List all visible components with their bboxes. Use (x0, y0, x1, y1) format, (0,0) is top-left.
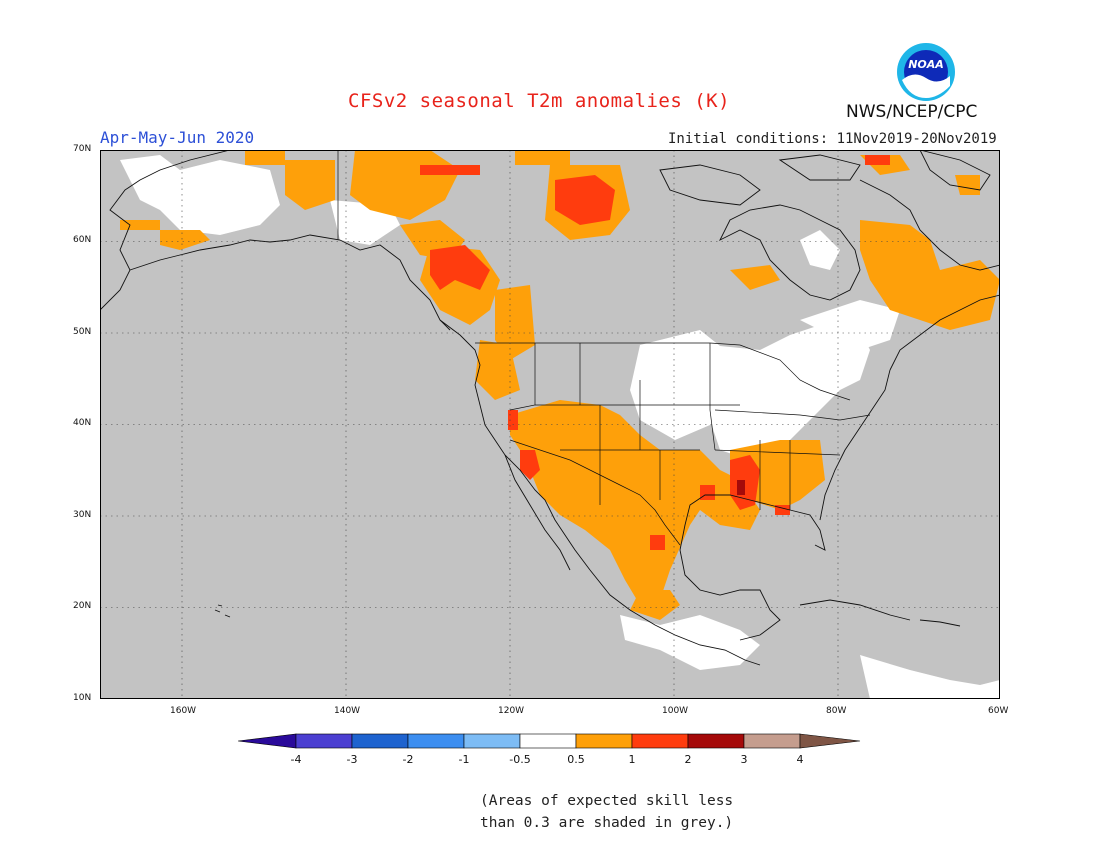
lon-label-80w: 80W (826, 706, 847, 716)
legend-tick-neg05: -0.5 (509, 753, 530, 766)
agency-label: NWS/NCEP/CPC (846, 102, 978, 122)
legend-tick-neg4: -4 (291, 753, 302, 766)
initial-conditions: Initial conditions: 11Nov2019-20Nov2019 (668, 131, 997, 147)
lat-label-10n: 10N (73, 693, 92, 703)
lon-label-100w: 100W (662, 706, 689, 716)
color-legend: -4 -3 -2 -1 -0.5 0.5 1 2 3 4 (238, 733, 861, 766)
logo-text: NOAA (908, 58, 944, 71)
legend-tick-neg1: -1 (459, 753, 470, 766)
map-frame (100, 150, 1000, 699)
legend-tick-4: 4 (797, 753, 804, 766)
lat-label-40n: 40N (73, 418, 92, 428)
lon-label-120w: 120W (498, 706, 525, 716)
legend-tick-05: 0.5 (567, 753, 585, 766)
legend-tick-neg2: -2 (403, 753, 414, 766)
warm-anomaly-1-2 (420, 155, 890, 550)
coastlines (100, 150, 1000, 666)
skill-footnote: (Areas of expected skill less than 0.3 a… (480, 790, 733, 834)
noaa-logo: NOAA (897, 43, 955, 101)
lat-label-70n: 70N (73, 144, 92, 154)
lat-label-30n: 30N (73, 510, 92, 520)
lat-label-50n: 50N (73, 327, 92, 337)
neutral-areas (120, 155, 1000, 699)
anomaly-map (100, 150, 1000, 699)
lon-label-160w: 160W (170, 706, 197, 716)
legend-tick-3: 3 (741, 753, 748, 766)
warm-anomaly-2-3 (737, 480, 745, 495)
footnote-line-1: (Areas of expected skill less (480, 793, 734, 809)
political-borders (337, 150, 871, 546)
forecast-period: Apr-May-Jun 2020 (100, 128, 255, 147)
legend-tick-1: 1 (629, 753, 636, 766)
lon-label-60w: 60W (988, 706, 1009, 716)
gridlines (100, 150, 1000, 699)
lat-label-60n: 60N (73, 235, 92, 245)
lon-label-140w: 140W (334, 706, 361, 716)
legend-tick-neg3: -3 (347, 753, 358, 766)
footnote-line-2: than 0.3 are shaded in grey.) (480, 815, 734, 831)
map-title: CFSv2 seasonal T2m anomalies (K) (348, 90, 731, 112)
lat-label-20n: 20N (73, 601, 92, 611)
legend-tick-2: 2 (685, 753, 692, 766)
